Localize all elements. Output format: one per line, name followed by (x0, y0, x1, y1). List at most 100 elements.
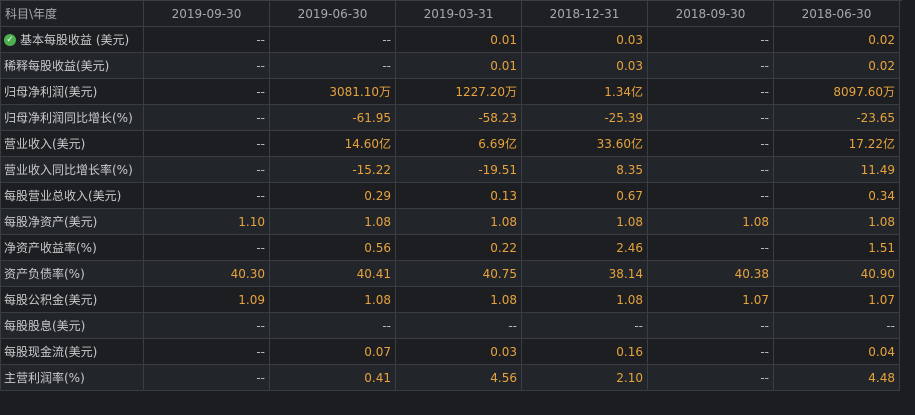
row-label[interactable]: 净资产收益率(%) (1, 235, 144, 261)
table-cell: 0.13 (396, 183, 522, 209)
table-cell: -- (522, 313, 648, 339)
row-label[interactable]: 每股净资产(美元) (1, 209, 144, 235)
row-label-text: 营业收入同比增长率(%) (4, 163, 133, 177)
row-label-text: 每股股息(美元) (4, 319, 86, 333)
table-cell: -58.23 (396, 105, 522, 131)
table-cell: -- (648, 79, 774, 105)
table-cell: 11.49 (774, 157, 900, 183)
table-cell: 1.51 (774, 235, 900, 261)
table-cell: 0.03 (396, 339, 522, 365)
table-cell: -- (144, 339, 270, 365)
row-label-text: 净资产收益率(%) (4, 241, 97, 255)
table-cell: -- (270, 27, 396, 53)
table-cell: -- (144, 131, 270, 157)
row-label-text: 每股现金流(美元) (4, 345, 98, 359)
table-cell: 0.03 (522, 53, 648, 79)
table-cell: 0.29 (270, 183, 396, 209)
table-cell: 4.56 (396, 365, 522, 391)
table-cell: 40.41 (270, 261, 396, 287)
table-cell: -- (144, 313, 270, 339)
row-label[interactable]: 归母净利润同比增长(%) (1, 105, 144, 131)
table-cell: 40.30 (144, 261, 270, 287)
financial-indicators-table: 科目\年度 2019-09-30 2019-06-30 2019-03-31 2… (0, 0, 902, 391)
row-label[interactable]: 资产负债率(%) (1, 261, 144, 287)
table-cell: 0.04 (774, 339, 900, 365)
table-cell: 0.22 (396, 235, 522, 261)
table-cell: 1.10 (144, 209, 270, 235)
row-label-text: 归母净利润(美元) (4, 85, 98, 99)
table-cell: -- (648, 105, 774, 131)
table-cell: 2.46 (522, 235, 648, 261)
table-cell: -15.22 (270, 157, 396, 183)
row-label[interactable]: 每股营业总收入(美元) (1, 183, 144, 209)
header-period[interactable]: 2019-06-30 (270, 1, 396, 27)
table-cell: -25.39 (522, 105, 648, 131)
table-cell: 1.08 (774, 209, 900, 235)
row-label[interactable]: 归母净利润(美元) (1, 79, 144, 105)
table-cell: -- (774, 313, 900, 339)
table-cell: 17.22亿 (774, 131, 900, 157)
table-cell: 8097.60万 (774, 79, 900, 105)
row-label[interactable]: 每股股息(美元) (1, 313, 144, 339)
table-cell: 1.09 (144, 287, 270, 313)
table-cell: -- (144, 183, 270, 209)
table-cell: -- (648, 131, 774, 157)
row-label[interactable]: 主营利润率(%) (1, 365, 144, 391)
table-cell: 38.14 (522, 261, 648, 287)
table-cell: 0.02 (774, 53, 900, 79)
row-label-text: 归母净利润同比增长(%) (4, 111, 133, 125)
table-cell: 1.34亿 (522, 79, 648, 105)
table-cell: 1.08 (648, 209, 774, 235)
table-cell: 0.16 (522, 339, 648, 365)
row-label-text: 稀释每股收益(美元) (4, 59, 110, 73)
header-period[interactable]: 2018-06-30 (774, 1, 900, 27)
table-cell: -- (648, 53, 774, 79)
header-period[interactable]: 2018-09-30 (648, 1, 774, 27)
table-cell: 40.38 (648, 261, 774, 287)
table-cell: 1.08 (396, 287, 522, 313)
table-cell: 6.69亿 (396, 131, 522, 157)
table-cell: 8.35 (522, 157, 648, 183)
table-cell: 0.67 (522, 183, 648, 209)
table-cell: 4.48 (774, 365, 900, 391)
row-label[interactable]: 每股公积金(美元) (1, 287, 144, 313)
row-label-text: 基本每股收益 (美元) (20, 33, 130, 47)
table-cell: -- (648, 339, 774, 365)
table-cell: 0.34 (774, 183, 900, 209)
table-cell: 1.07 (774, 287, 900, 313)
table-cell: -- (648, 27, 774, 53)
header-period[interactable]: 2018-12-31 (522, 1, 648, 27)
table-cell: -- (144, 235, 270, 261)
table-cell: 1.08 (270, 287, 396, 313)
table-cell: -- (144, 157, 270, 183)
table-cell: 0.01 (396, 53, 522, 79)
table-cell: -- (648, 235, 774, 261)
table-cell: -- (144, 27, 270, 53)
table-cell: 1.08 (396, 209, 522, 235)
row-label[interactable]: 营业收入(美元) (1, 131, 144, 157)
row-label[interactable]: 每股现金流(美元) (1, 339, 144, 365)
row-label-text: 每股营业总收入(美元) (4, 189, 122, 203)
row-label[interactable]: 稀释每股收益(美元) (1, 53, 144, 79)
table-cell: -- (144, 53, 270, 79)
table-cell: 1.08 (522, 209, 648, 235)
table-cell: 0.56 (270, 235, 396, 261)
header-label: 科目\年度 (1, 1, 144, 27)
table-cell: 40.90 (774, 261, 900, 287)
header-period[interactable]: 2019-09-30 (144, 1, 270, 27)
row-label[interactable]: 营业收入同比增长率(%) (1, 157, 144, 183)
table-cell: -19.51 (396, 157, 522, 183)
table-cell: 0.03 (522, 27, 648, 53)
table-cell: -- (144, 105, 270, 131)
table-cell: 40.75 (396, 261, 522, 287)
header-period[interactable]: 2019-03-31 (396, 1, 522, 27)
table-cell: 1.08 (522, 287, 648, 313)
row-label[interactable]: ✓ 基本每股收益 (美元) (1, 27, 144, 53)
table-cell: 14.60亿 (270, 131, 396, 157)
table-cell: -- (648, 157, 774, 183)
table-cell: -- (270, 313, 396, 339)
table-cell: -- (270, 53, 396, 79)
table-cell: 0.07 (270, 339, 396, 365)
table-cell: 0.41 (270, 365, 396, 391)
table-cell: 1.08 (270, 209, 396, 235)
